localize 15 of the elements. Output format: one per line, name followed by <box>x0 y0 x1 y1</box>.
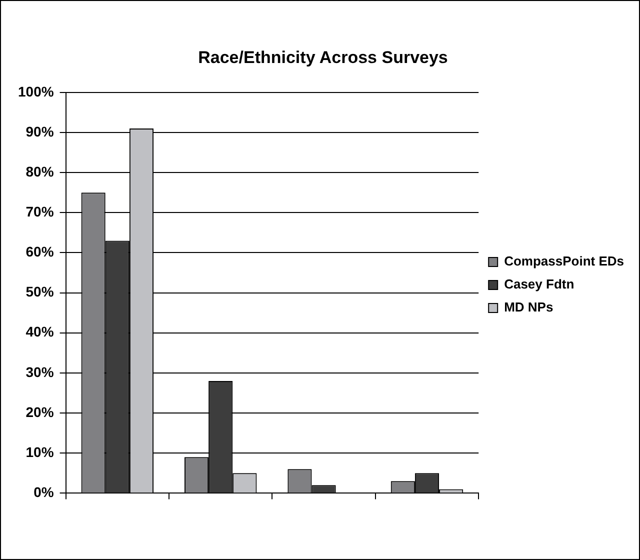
y-tick-label: 0% <box>34 484 54 500</box>
chart-title: Race/Ethnicity Across Surveys <box>198 48 448 67</box>
y-tick-label: 30% <box>26 364 54 380</box>
y-tick-label: 70% <box>26 204 54 220</box>
y-tick-label: 60% <box>26 244 54 260</box>
y-tick-label: 90% <box>26 123 54 140</box>
y-tick-label: 20% <box>26 404 54 420</box>
y-tick-label: 10% <box>26 444 54 460</box>
y-tick-label: 50% <box>26 284 54 300</box>
legend-label: Casey Fdtn <box>504 276 574 292</box>
legend-label: MD NPs <box>504 300 554 315</box>
y-tick-label: 80% <box>26 163 54 180</box>
y-tick-label: 100% <box>18 83 54 100</box>
legend-label: CompassPoint EDs <box>504 254 624 269</box>
y-tick-label: 40% <box>26 324 54 340</box>
